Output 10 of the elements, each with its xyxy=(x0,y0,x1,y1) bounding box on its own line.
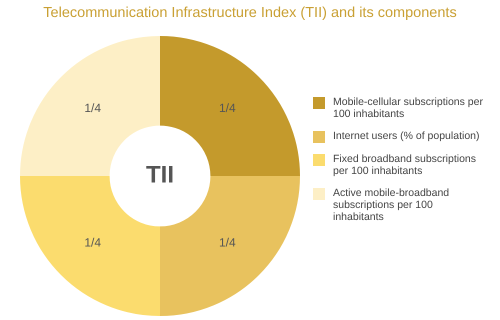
data-label: 1/4 xyxy=(84,100,102,115)
legend-label: Internet users (% of population) xyxy=(333,130,480,142)
data-label: 1/4 xyxy=(218,236,236,250)
legend-label: Mobile-cellular subscriptions per 100 inhabitants xyxy=(333,96,484,120)
legend-label: Fixed broadband subscriptions per 100 inhabitants xyxy=(333,153,478,177)
legend-label: Active mobile-broadband subscriptions per 100 inhabitants xyxy=(333,187,450,223)
text: TII xyxy=(146,162,174,189)
data-label: 1/4 xyxy=(84,236,102,250)
data-label: 1/4 xyxy=(218,100,236,115)
chart-title: Telecommunication Infrastructure Index (TII) and its components xyxy=(42,5,458,21)
